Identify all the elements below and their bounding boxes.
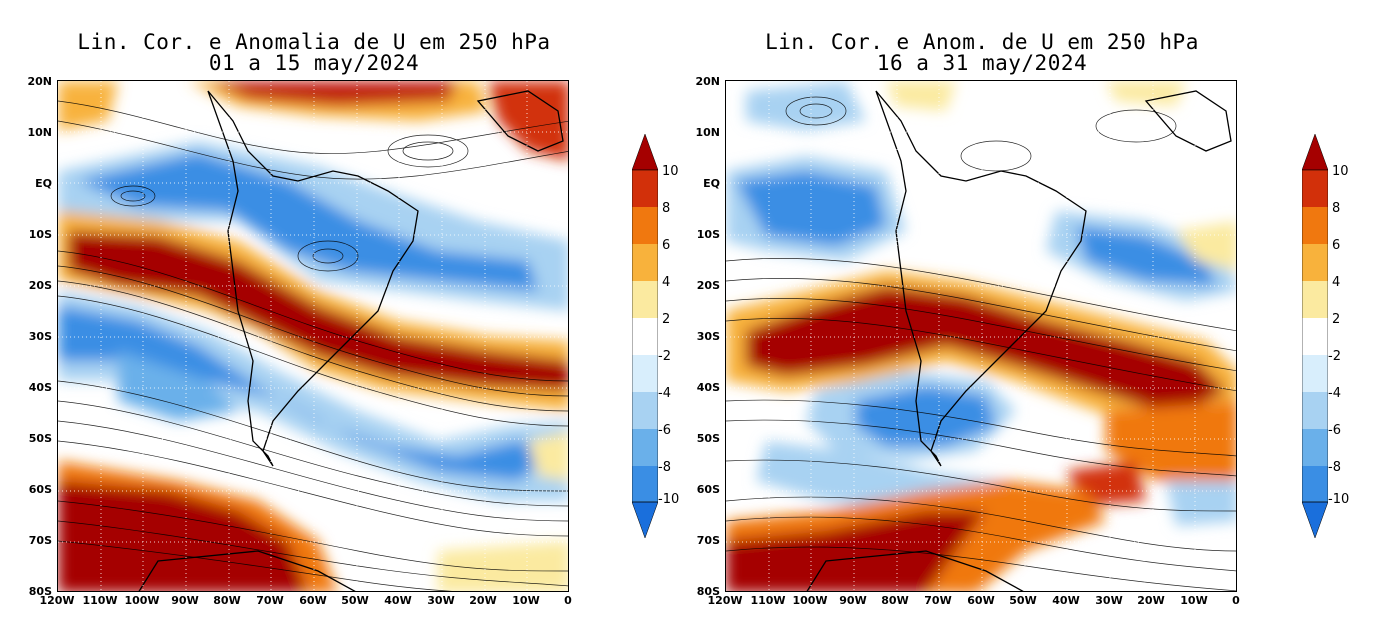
left-streamlines bbox=[58, 100, 568, 591]
lat-label: 30S bbox=[696, 330, 720, 343]
left-gridlines bbox=[58, 81, 568, 591]
lon-label: 40W bbox=[1052, 594, 1080, 607]
colorbar-label: 4 bbox=[1332, 275, 1341, 290]
lon-label: 100W bbox=[792, 594, 828, 607]
lon-label: 100W bbox=[124, 594, 160, 607]
lat-label: EQ bbox=[703, 177, 720, 190]
right-streamlines bbox=[726, 96, 1236, 591]
colorbar-label: 8 bbox=[1332, 201, 1341, 216]
right-title: Lin. Cor. e Anom. de U em 250 hPa 16 a 3… bbox=[728, 32, 1236, 74]
lat-label: 20N bbox=[695, 75, 720, 88]
lon-label: 80W bbox=[213, 594, 241, 607]
lon-label: 120W bbox=[39, 594, 75, 607]
colorbar-label: -10 bbox=[658, 492, 680, 507]
lat-label: 60S bbox=[28, 483, 52, 496]
colorbar-label: -10 bbox=[1328, 492, 1350, 507]
lon-label: 90W bbox=[839, 594, 867, 607]
lon-label: 110W bbox=[82, 594, 118, 607]
lat-label: 10N bbox=[695, 126, 720, 139]
colorbar-label: 10 bbox=[662, 164, 679, 179]
colorbar-label: 6 bbox=[1332, 238, 1341, 253]
colorbar-label: -8 bbox=[1328, 460, 1341, 475]
right-title-line2: 16 a 31 may/2024 bbox=[876, 51, 1088, 75]
colorbar-label: 2 bbox=[1332, 312, 1341, 327]
lon-label: 0 bbox=[564, 594, 572, 607]
colorbar-label: -4 bbox=[1328, 386, 1341, 401]
lat-label: 50S bbox=[696, 432, 720, 445]
left-colorbar: 10 8 6 4 2 -2 -4 -6 -8 -10 bbox=[631, 133, 692, 544]
lon-label: 30W bbox=[1095, 594, 1123, 607]
right-map-field bbox=[726, 81, 1236, 591]
lon-label: 90W bbox=[171, 594, 199, 607]
lat-label: 30S bbox=[28, 330, 52, 343]
lat-label: 40S bbox=[28, 381, 52, 394]
lon-label: 40W bbox=[384, 594, 412, 607]
lat-label: 20N bbox=[27, 75, 52, 88]
lat-label: 60S bbox=[696, 483, 720, 496]
lon-label: 20W bbox=[469, 594, 497, 607]
colorbar-label: 2 bbox=[662, 312, 671, 327]
left-colorbar-swatches bbox=[631, 133, 659, 539]
lon-label: 20W bbox=[1137, 594, 1165, 607]
lon-label: 10W bbox=[512, 594, 540, 607]
lat-label: 20S bbox=[696, 279, 720, 292]
lat-label: 80S bbox=[696, 585, 720, 598]
lon-label: 120W bbox=[707, 594, 743, 607]
lat-label: 80S bbox=[28, 585, 52, 598]
lon-label: 110W bbox=[750, 594, 786, 607]
lon-label: 50W bbox=[1009, 594, 1037, 607]
colorbar-label: 8 bbox=[662, 201, 671, 216]
lat-label: 20S bbox=[28, 279, 52, 292]
colorbar-label: -4 bbox=[658, 386, 671, 401]
right-colorbar-swatches bbox=[1301, 133, 1329, 539]
colorbar-label: -2 bbox=[1328, 349, 1341, 364]
lat-label: 40S bbox=[696, 381, 720, 394]
left-map-field bbox=[58, 81, 568, 591]
colorbar-label: -8 bbox=[658, 460, 671, 475]
right-coastline bbox=[806, 90, 1232, 591]
left-title: Lin. Cor. e Anomalia de U em 250 hPa 01 … bbox=[60, 32, 568, 74]
lat-label: 10S bbox=[28, 228, 52, 241]
left-title-line1: Lin. Cor. e Anomalia de U em 250 hPa bbox=[77, 30, 551, 54]
lat-label: 50S bbox=[28, 432, 52, 445]
lon-label: 10W bbox=[1180, 594, 1208, 607]
lon-label: 0 bbox=[1232, 594, 1240, 607]
colorbar-label: 4 bbox=[662, 275, 671, 290]
lat-label: 70S bbox=[28, 534, 52, 547]
lat-label: 70S bbox=[696, 534, 720, 547]
colorbar-label: -6 bbox=[658, 423, 671, 438]
colorbar-label: 6 bbox=[662, 238, 671, 253]
lon-label: 60W bbox=[967, 594, 995, 607]
lon-label: 30W bbox=[427, 594, 455, 607]
left-map bbox=[57, 80, 569, 592]
right-gridlines bbox=[726, 81, 1236, 591]
lon-label: 80W bbox=[881, 594, 909, 607]
lon-label: 70W bbox=[256, 594, 284, 607]
lon-label: 60W bbox=[299, 594, 327, 607]
colorbar-label: 10 bbox=[1332, 164, 1349, 179]
right-title-line1: Lin. Cor. e Anom. de U em 250 hPa bbox=[765, 30, 1199, 54]
colorbar-label: -6 bbox=[1328, 423, 1341, 438]
lat-label: EQ bbox=[35, 177, 52, 190]
right-map bbox=[725, 80, 1237, 592]
lat-label: 10N bbox=[27, 126, 52, 139]
lon-label: 50W bbox=[341, 594, 369, 607]
lon-label: 70W bbox=[924, 594, 952, 607]
colorbar-label: -2 bbox=[658, 349, 671, 364]
lat-label: 10S bbox=[696, 228, 720, 241]
right-colorbar: 10 8 6 4 2 -2 -4 -6 -8 -10 bbox=[1301, 133, 1362, 544]
left-title-line2: 01 a 15 may/2024 bbox=[208, 51, 420, 75]
left-coastline bbox=[138, 90, 564, 591]
